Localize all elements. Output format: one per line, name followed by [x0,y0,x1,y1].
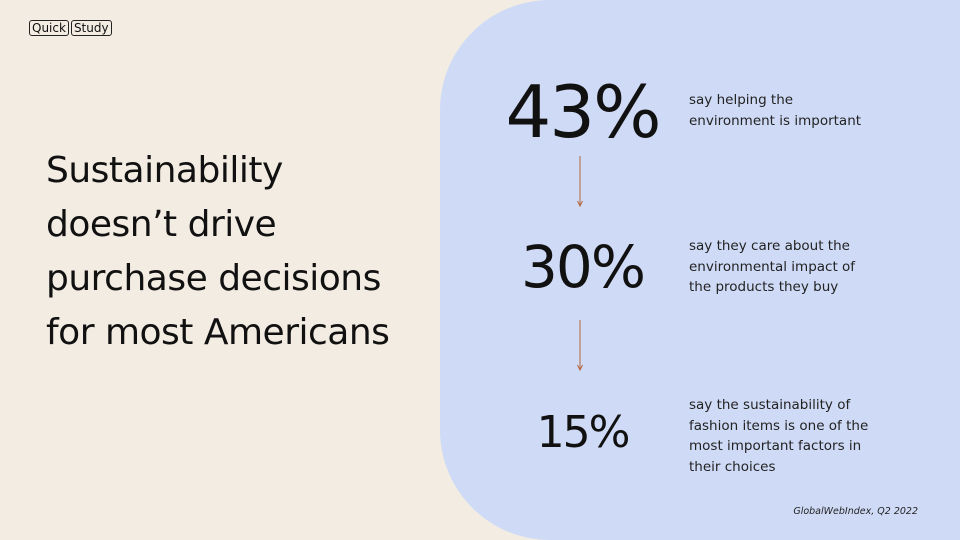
down-arrow-icon [577,320,583,372]
stats-panel [440,0,960,540]
logo-word-study: Study [70,20,112,36]
slide-headline: Sustainability doesn’t drive purchase de… [46,150,390,353]
stat-value-2: 30% [521,233,646,301]
stat-value-3: 15% [536,407,631,458]
stat-description-3: say the sustainability of fashion items … [689,397,869,475]
stat-value-1: 43% [505,70,661,154]
stat-description-2: say they care about the environmental im… [689,238,856,295]
source-citation: GlobalWebIndex, Q2 2022 [793,506,918,517]
down-arrow-icon [577,156,583,208]
quick-study-logo: Quick Study [29,20,112,36]
stat-description-1: say helping the environment is important [689,92,862,129]
logo-word-quick: Quick [29,20,69,36]
